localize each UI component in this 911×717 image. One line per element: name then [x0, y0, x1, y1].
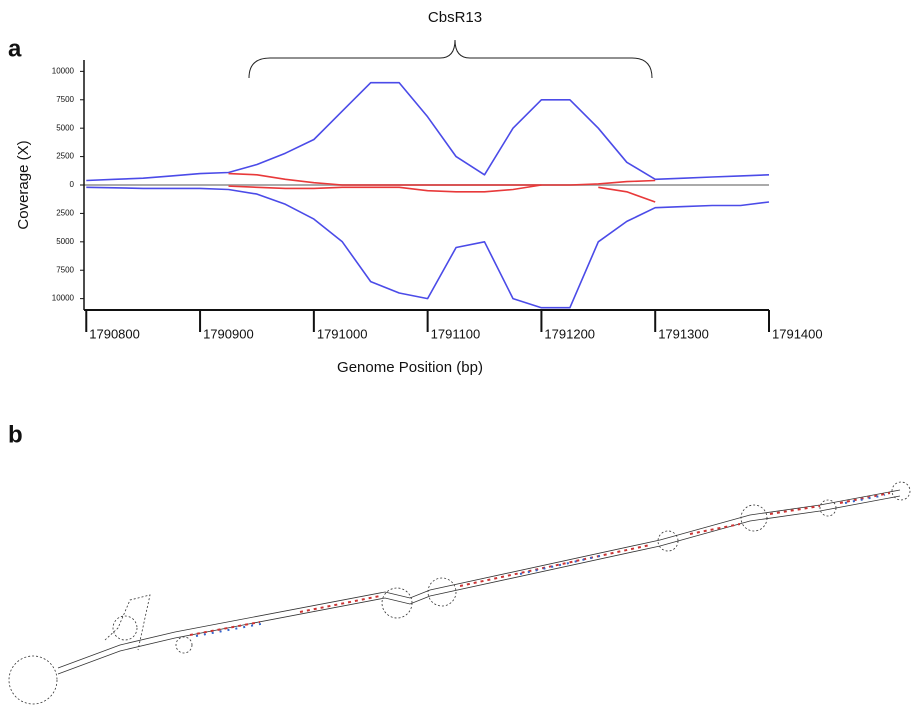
loop: [104, 594, 151, 651]
loop: [819, 499, 837, 517]
loop: [427, 577, 457, 607]
x-tick-label: 1791200: [544, 326, 595, 341]
panel-label: b: [8, 421, 23, 448]
coverage-line: [228, 172, 656, 186]
rna-structure: [8, 481, 911, 705]
loop: [8, 655, 58, 705]
loop: [891, 481, 911, 501]
loop: [657, 530, 679, 552]
coverage-line: [86, 186, 770, 309]
y-tick-label: 10000: [52, 66, 75, 75]
stem: [57, 489, 901, 669]
base-pairs: [195, 494, 886, 637]
coverage-line: [86, 81, 770, 182]
x-tick-label: 1791100: [431, 326, 481, 341]
stem: [57, 495, 901, 675]
loop: [381, 587, 413, 619]
bracket: [248, 39, 653, 79]
y-tick-label: 5000: [56, 123, 74, 132]
loop: [175, 636, 193, 654]
y-tick-label: 0: [70, 180, 75, 189]
y-tick-label: 7500: [56, 265, 74, 274]
y-tick-label: 10000: [52, 294, 75, 303]
panel-label: a: [8, 35, 22, 62]
x-axis-label: Genome Position (bp): [337, 359, 483, 376]
x-tick-label: 1791400: [772, 326, 823, 341]
loop: [112, 615, 138, 641]
coverage-line: [228, 184, 656, 203]
y-tick-label: 7500: [56, 95, 74, 104]
x-tick-label: 1791000: [317, 326, 368, 341]
y-tick-label: 2500: [56, 209, 74, 218]
y-tick-label: 2500: [56, 152, 74, 161]
x-tick-label: 1790800: [89, 326, 140, 341]
loop: [740, 504, 768, 532]
base-pairs: [189, 492, 891, 636]
x-tick-label: 1791300: [658, 326, 709, 341]
x-tick-label: 1790900: [203, 326, 254, 341]
y-axis-label: Coverage (X): [15, 140, 32, 229]
annotation: CbsR13: [428, 9, 482, 26]
y-tick-label: 5000: [56, 237, 74, 246]
